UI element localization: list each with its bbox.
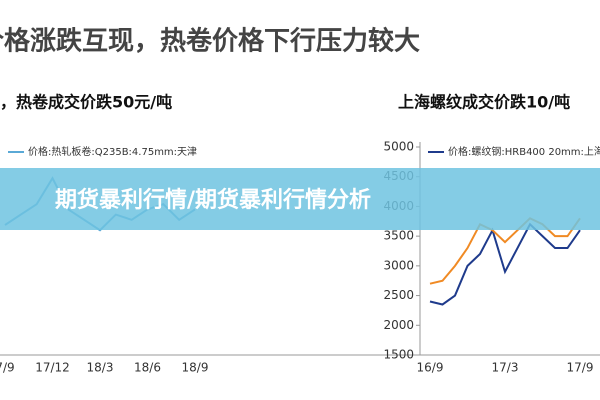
x-tick-label: 17/12 [35,361,70,375]
x-tick-label: 7/9 [0,361,15,375]
x-tick-label: 17/9 [567,361,594,375]
x-tick-label: 16/9 [417,361,444,375]
banner-text: 期货暴利行情/期货暴利行情分析 [55,187,371,213]
legend-label: 价格:热轧板卷:Q235B:4.75mm:天津 [28,145,197,158]
y-tick-label: 1500 [383,348,414,362]
x-tick-label: 18/9 [182,361,209,375]
x-tick-label: 18/6 [134,361,161,375]
chart-title: 上海螺纹成交价跌10/吨 [398,93,570,112]
legend-label: 价格:螺纹钢:HRB400 20mm:上海 [448,145,600,158]
series-line [429,222,581,306]
banner-band [0,168,600,230]
x-tick-label: 17/3 [492,361,519,375]
y-tick-label: 2000 [383,318,414,332]
y-tick-label: 3000 [383,258,414,272]
x-tick-label: 18/3 [87,361,114,375]
y-tick-label: 3500 [383,229,414,243]
y-tick-label: 5000 [383,140,414,154]
series-line [429,217,581,285]
y-tick-label: 2500 [383,288,414,302]
chart-title: ，热卷成交价跌50元/吨 [0,93,172,112]
headline: 价格涨跌互现，热卷价格下行压力较大 [0,26,420,57]
